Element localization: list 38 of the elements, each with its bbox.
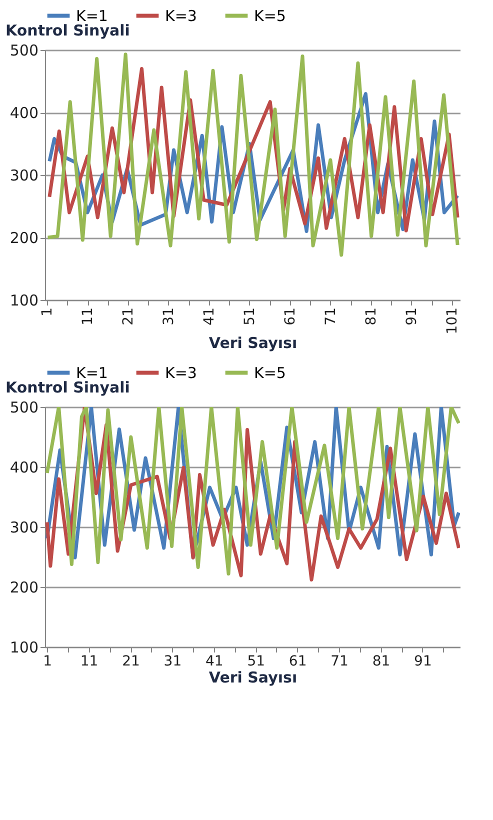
y-tick-label: 300 xyxy=(10,518,38,536)
x-tick-label: 21 xyxy=(120,308,136,326)
x-tick-label: 1 xyxy=(40,308,56,316)
legend-label: K=3 xyxy=(165,364,197,382)
x-tick-label: 1 xyxy=(43,654,52,670)
y-tick-label: 500 xyxy=(10,398,38,416)
x-tick-label: 41 xyxy=(206,654,224,670)
x-tick-label: 51 xyxy=(247,654,266,670)
x-tick-label: 11 xyxy=(80,654,98,670)
x-tick-label: 101 xyxy=(444,308,460,334)
x-tick-label: 71 xyxy=(322,308,339,326)
y-tick-label: 200 xyxy=(10,578,38,596)
x-tick-label: 91 xyxy=(414,654,432,670)
legend-label: K=5 xyxy=(254,364,286,382)
y-tick-label: 100 xyxy=(10,292,38,310)
y-tick-label: 400 xyxy=(10,104,38,122)
legend-label: K=3 xyxy=(165,6,197,25)
x-tick-label: 81 xyxy=(372,654,390,670)
y-tick-label: 200 xyxy=(10,229,38,247)
y-tick-label: 300 xyxy=(10,166,38,184)
line-series xyxy=(46,52,460,257)
x-tick-label: 71 xyxy=(330,654,348,670)
y-tick-label: 500 xyxy=(10,42,38,60)
x-tick-label: 31 xyxy=(160,308,177,326)
x-tick-label: 21 xyxy=(122,654,140,670)
x-tick-label: 31 xyxy=(164,654,182,670)
x-tick-label: 11 xyxy=(80,308,96,326)
x-tick-label: 91 xyxy=(404,308,420,326)
x-tick-label: 61 xyxy=(288,654,307,670)
x-tick-label: 51 xyxy=(242,308,258,326)
x-axis-title: Veri Sayısı xyxy=(208,334,298,352)
y-tick-label: 400 xyxy=(10,458,38,476)
x-tick-label: 41 xyxy=(201,308,218,326)
x-tick-label: 61 xyxy=(282,308,298,326)
x-tick-label: 81 xyxy=(363,308,380,326)
legend-label: K=5 xyxy=(254,6,286,25)
y-tick-label: 100 xyxy=(10,638,38,656)
x-axis-title: Veri Sayısı xyxy=(208,668,298,686)
